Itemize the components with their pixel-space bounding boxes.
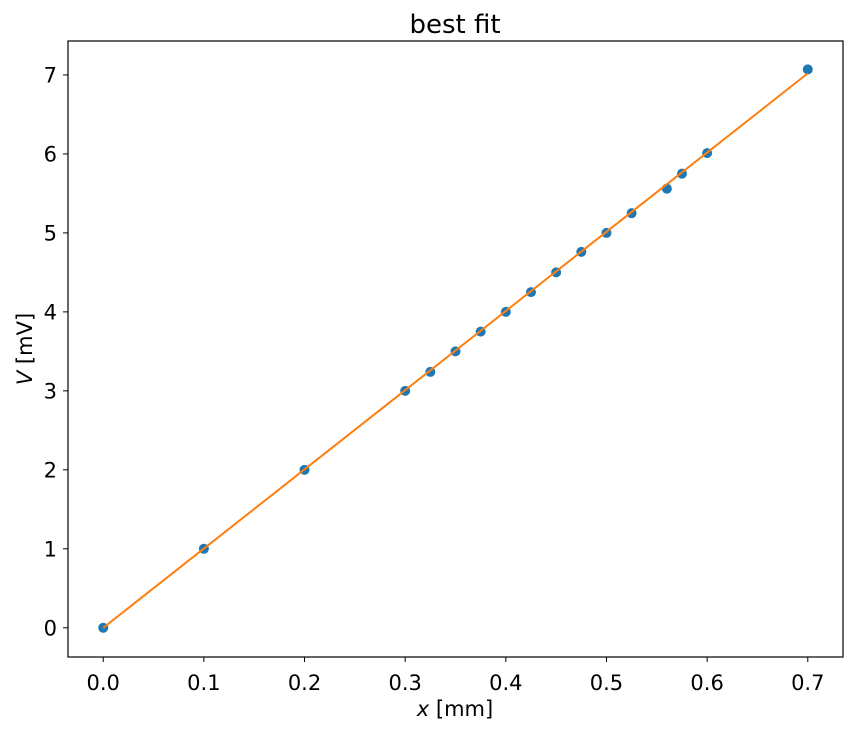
y-tick-label: 6 bbox=[44, 142, 57, 166]
x-tick-label: 0.6 bbox=[690, 671, 723, 695]
data-point bbox=[802, 64, 813, 75]
y-tick-label: 3 bbox=[44, 379, 57, 403]
x-axis-ticks: 0.0 0.1 0.2 0.3 0.4 0.5 0.6 0.7 bbox=[87, 657, 824, 695]
fit-line bbox=[102, 72, 809, 629]
y-axis-label: V [mV] bbox=[13, 313, 37, 385]
x-tick-label: 0.1 bbox=[187, 671, 220, 695]
x-tick-label: 0.3 bbox=[388, 671, 421, 695]
y-tick-label: 5 bbox=[44, 221, 57, 245]
y-tick-label: 1 bbox=[44, 537, 57, 561]
y-tick-label: 2 bbox=[44, 458, 57, 482]
x-tick-label: 0.4 bbox=[489, 671, 522, 695]
axes-frame bbox=[67, 40, 844, 658]
y-tick-label: 0 bbox=[44, 616, 57, 640]
y-axis-ticks: 0 1 2 3 4 5 6 7 bbox=[44, 63, 68, 640]
chart-title: best fit bbox=[409, 10, 500, 40]
x-axis-label: x [mm] bbox=[416, 697, 493, 721]
y-tick-label: 7 bbox=[44, 63, 57, 87]
plot-area bbox=[98, 64, 813, 633]
x-tick-label: 0.5 bbox=[590, 671, 623, 695]
x-tick-label: 0.2 bbox=[288, 671, 321, 695]
x-tick-label: 0.7 bbox=[791, 671, 824, 695]
y-tick-label: 4 bbox=[44, 300, 57, 324]
x-tick-label: 0.0 bbox=[87, 671, 120, 695]
